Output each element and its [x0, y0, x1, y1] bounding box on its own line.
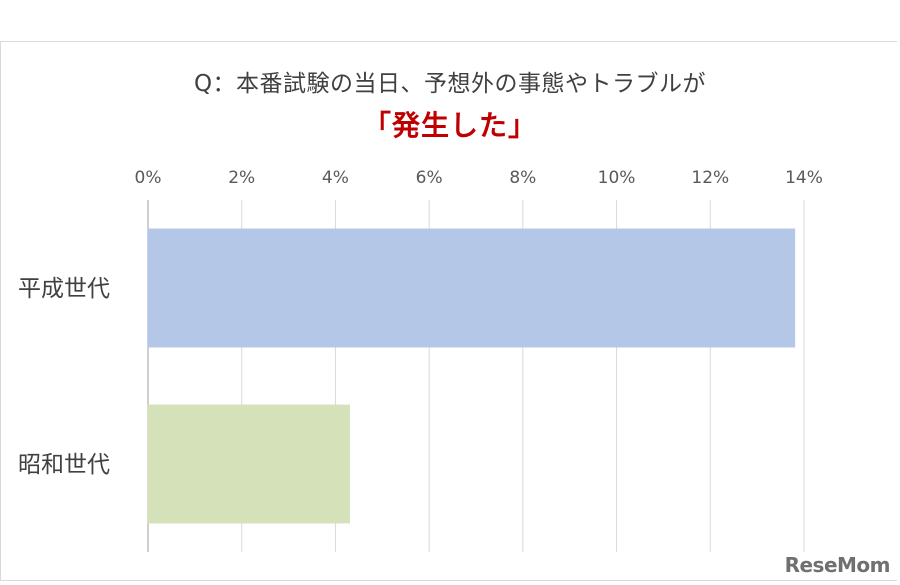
x-tick-label: 10% [598, 168, 636, 188]
resemom-logo: ReseMom [784, 553, 891, 577]
x-tick-label: 8% [509, 168, 536, 188]
category-label: 平成世代 [18, 276, 110, 302]
x-tick-label: 4% [322, 168, 349, 188]
bar [147, 404, 350, 524]
chart-frame [0, 41, 897, 581]
bar [147, 228, 796, 348]
category-label: 昭和世代 [18, 452, 110, 478]
x-tick-label: 0% [135, 168, 162, 188]
x-tick-label: 6% [416, 168, 443, 188]
x-tick-label: 2% [228, 168, 255, 188]
chart-title: Q：本番試験の当日、予想外の事態やトラブルが [193, 71, 707, 97]
x-tick-label: 12% [691, 168, 729, 188]
x-tick-label: 14% [785, 168, 823, 188]
chart-subtitle: 「発生した」 [362, 109, 537, 142]
